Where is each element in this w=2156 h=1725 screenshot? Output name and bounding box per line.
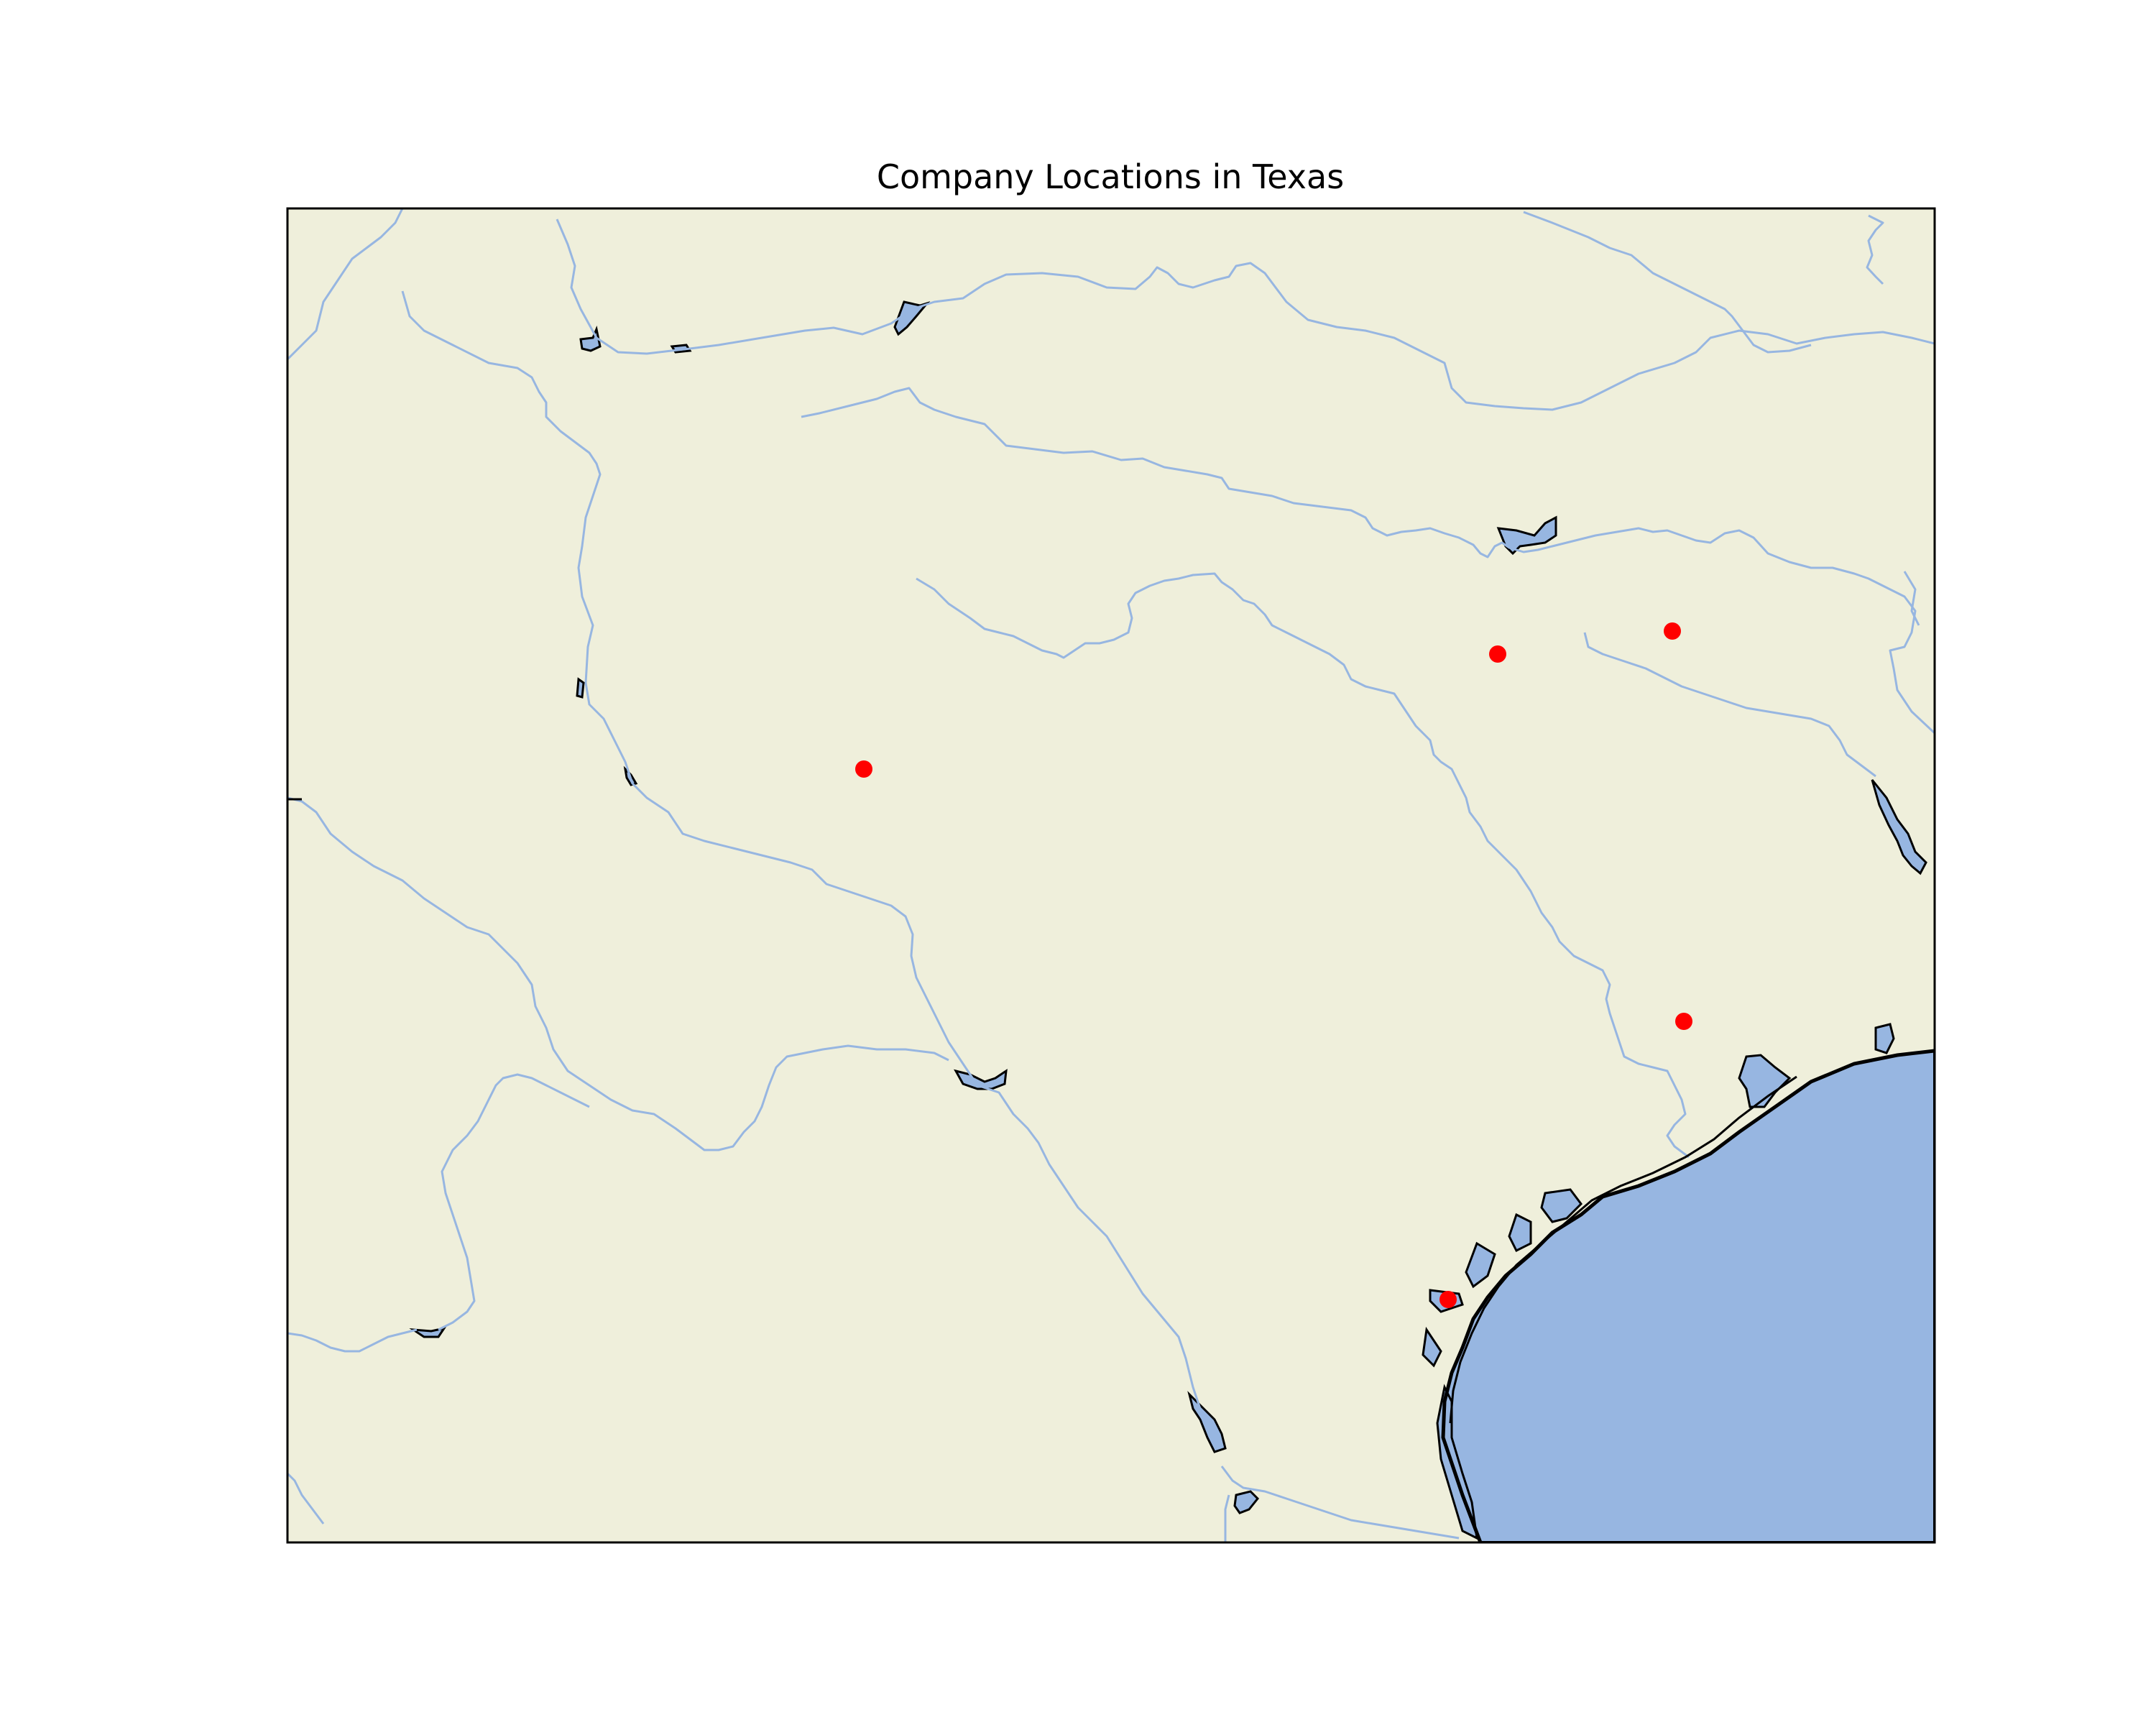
coastal-bays	[1422, 1023, 1895, 1540]
company-location-marker	[1439, 1291, 1457, 1308]
map-frame	[286, 207, 1936, 1544]
company-location-marker	[855, 760, 872, 778]
company-location-markers	[855, 622, 1692, 1308]
company-location-marker	[1489, 645, 1506, 663]
barrier-island	[1449, 1075, 1797, 1424]
company-location-marker	[1664, 622, 1681, 640]
lakes	[409, 300, 1927, 1514]
map-title: Company Locations in Texas	[877, 157, 1344, 196]
rivers	[287, 208, 1935, 1542]
coastline	[1441, 1049, 1935, 1542]
company-location-marker	[1675, 1013, 1692, 1030]
